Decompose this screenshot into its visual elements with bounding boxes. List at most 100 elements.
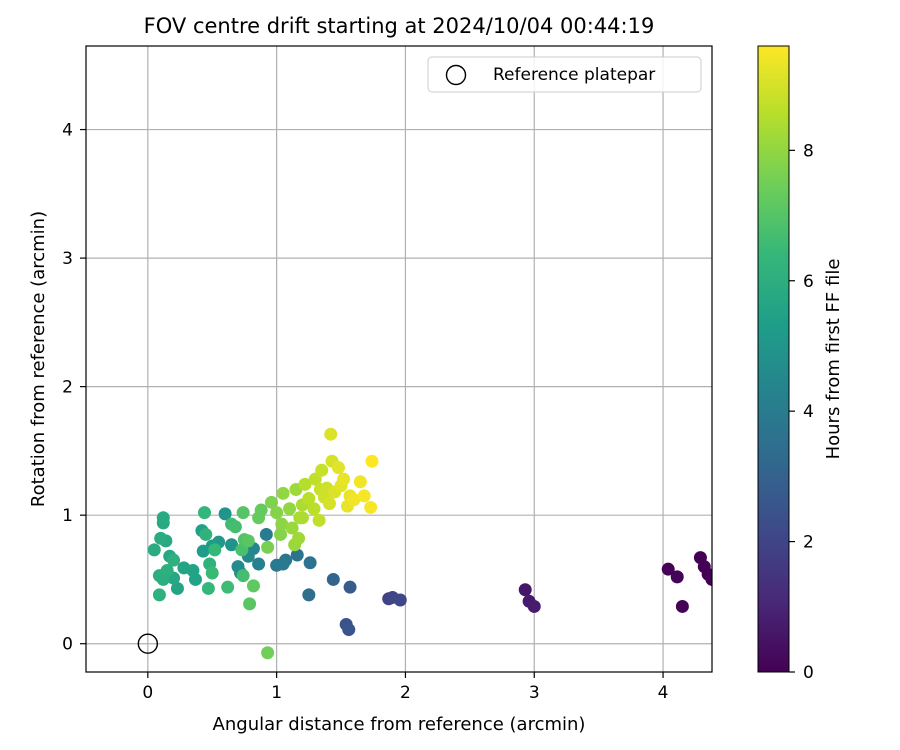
- data-point: [353, 475, 367, 489]
- data-point: [259, 527, 273, 541]
- reference-marker: [137, 633, 159, 654]
- data-point: [342, 623, 356, 637]
- data-point: [264, 495, 278, 509]
- colorbar: 0 2 4 6 8 Hours from first FF file: [757, 45, 844, 683]
- data-point: [347, 493, 361, 507]
- data-point: [208, 543, 222, 557]
- legend-label: Reference platepar: [493, 65, 655, 85]
- data-point: [198, 506, 212, 520]
- legend-marker-icon: [445, 64, 467, 86]
- data-point: [177, 561, 191, 575]
- data-point: [283, 502, 297, 516]
- data-point: [225, 538, 239, 552]
- data-point: [527, 599, 541, 613]
- y-tick-label: 1: [62, 506, 73, 526]
- data-point: [337, 472, 351, 486]
- data-point: [303, 556, 317, 570]
- x-tick-label: 4: [658, 683, 669, 703]
- x-axis-ticks: 0 1 2 3 4: [142, 672, 668, 703]
- data-point: [324, 427, 338, 441]
- data-point: [273, 527, 287, 541]
- y-axis-ticks: 0 1 2 3 4: [62, 121, 86, 655]
- data-point: [254, 503, 268, 517]
- data-point: [675, 599, 689, 613]
- data-point: [241, 534, 255, 548]
- data-point: [218, 507, 232, 521]
- data-point: [307, 502, 321, 516]
- data-point: [393, 593, 407, 607]
- x-axis-label: Angular distance from reference (arcmin): [213, 714, 586, 735]
- data-point: [156, 511, 170, 525]
- data-point: [518, 583, 532, 597]
- colorbar-tick-label: 6: [803, 272, 814, 292]
- chart-title: FOV centre drift starting at 2024/10/04 …: [144, 14, 655, 38]
- data-point: [261, 646, 275, 660]
- y-tick-label: 0: [62, 635, 73, 655]
- data-point: [661, 562, 675, 576]
- data-point: [705, 572, 712, 586]
- data-point: [276, 486, 290, 500]
- colorbar-ticks: 0 2 4 6 8: [789, 141, 814, 683]
- data-point: [236, 506, 250, 520]
- data-point: [343, 580, 357, 594]
- data-point: [270, 506, 284, 520]
- y-tick-label: 3: [62, 249, 73, 269]
- data-point: [275, 517, 289, 531]
- data-point: [154, 531, 168, 545]
- data-point: [235, 543, 249, 557]
- plot-frame: [85, 45, 713, 673]
- y-axis-label: Rotation from reference (arcmin): [28, 211, 49, 507]
- data-point: [160, 563, 174, 577]
- data-point: [364, 500, 378, 514]
- data-point: [292, 531, 306, 545]
- data-point: [246, 579, 260, 593]
- data-point: [315, 463, 329, 477]
- data-point: [298, 477, 312, 491]
- data-point: [228, 520, 242, 534]
- data-point: [221, 580, 235, 594]
- data-point: [243, 597, 257, 611]
- data-point: [252, 557, 266, 571]
- x-tick-label: 0: [142, 683, 153, 703]
- colorbar-tick-label: 2: [803, 533, 814, 553]
- colorbar-tick-label: 0: [803, 663, 814, 683]
- data-point: [308, 472, 322, 486]
- data-point: [236, 569, 250, 583]
- data-points: [147, 427, 712, 660]
- data-point: [365, 454, 379, 468]
- data-point: [205, 566, 219, 580]
- colorbar-tick-label: 8: [803, 141, 814, 161]
- colorbar-tick-label: 4: [803, 402, 814, 422]
- data-point: [357, 489, 371, 503]
- x-tick-label: 1: [271, 683, 282, 703]
- legend: Reference platepar: [427, 56, 702, 93]
- data-point: [167, 553, 181, 567]
- data-point: [302, 491, 316, 505]
- colorbar-gradient: [757, 45, 790, 673]
- data-point: [201, 581, 215, 595]
- data-point: [670, 570, 684, 584]
- data-point: [326, 572, 340, 586]
- x-tick-label: 2: [400, 683, 411, 703]
- data-point: [147, 543, 161, 557]
- data-point: [322, 497, 336, 511]
- x-tick-label: 3: [529, 683, 540, 703]
- colorbar-label: Hours from first FF file: [823, 259, 844, 460]
- data-point: [170, 581, 184, 595]
- y-tick-label: 4: [62, 121, 73, 141]
- reference-platepar-point: [137, 633, 159, 654]
- legend-box: [427, 56, 702, 93]
- data-point: [276, 557, 290, 571]
- grid-lines: [86, 46, 712, 672]
- data-point: [290, 548, 304, 562]
- data-point: [331, 461, 345, 475]
- y-tick-label: 2: [62, 378, 73, 398]
- data-point: [302, 588, 316, 602]
- data-point: [285, 521, 299, 535]
- data-point: [196, 544, 210, 558]
- data-point: [152, 588, 166, 602]
- data-point: [199, 527, 213, 541]
- data-point: [261, 540, 275, 554]
- data-point: [295, 511, 309, 525]
